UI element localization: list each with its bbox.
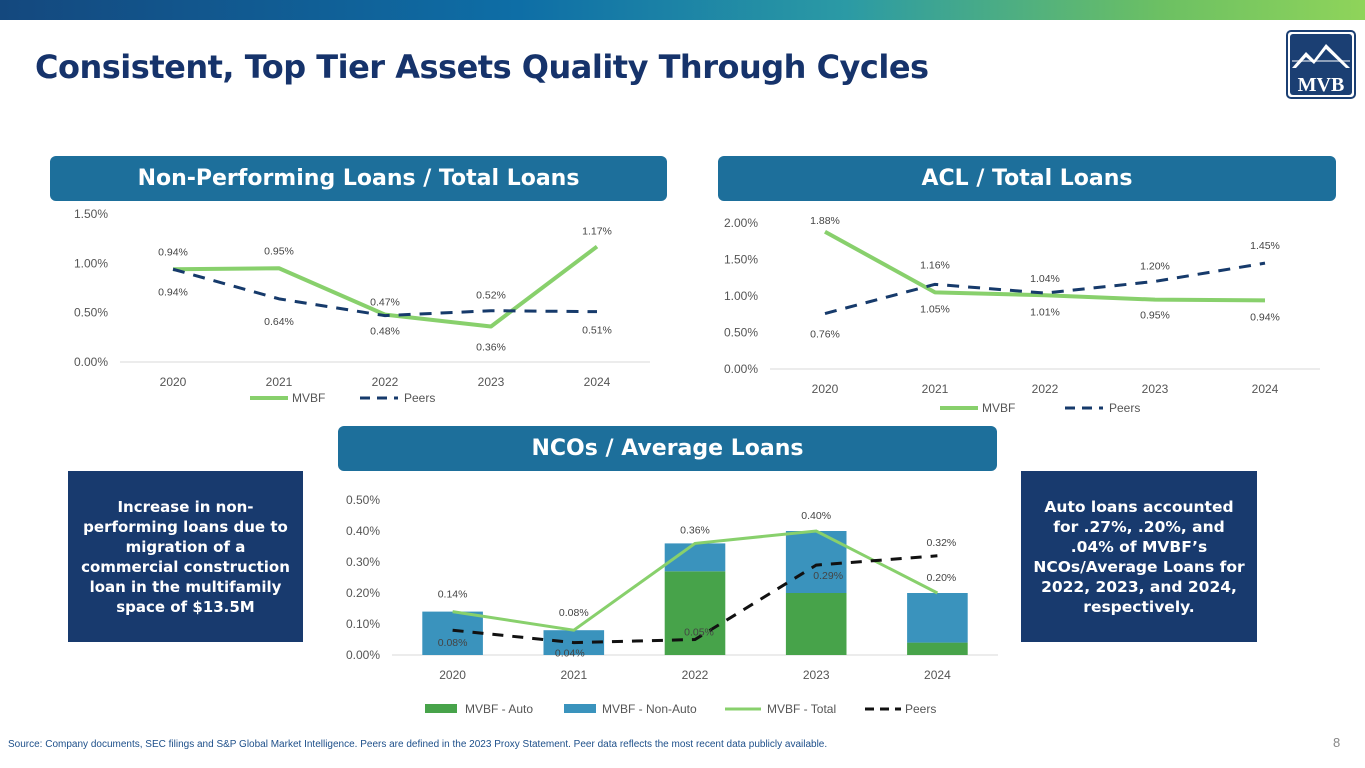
total-data-label: 0.08% [559,607,589,619]
nco-header: NCOs / Average Loans [338,426,997,471]
bar-auto [907,642,968,655]
total-data-label: 0.20% [927,572,957,584]
legend-mvbf-label: MVBF [292,391,325,405]
top-gradient-bar [0,0,1365,20]
x-tick-label: 2023 [803,668,830,682]
peers-data-label: 0.76% [810,329,840,341]
legend-non-auto-label: MVBF - Non-Auto [602,702,697,716]
mvbf-data-label: 0.48% [370,326,400,338]
mvbf-data-label: 0.95% [1140,310,1170,322]
y-tick-label: 0.00% [346,648,380,662]
mvb-logo: MVB [1286,30,1356,99]
y-tick-label: 0.20% [346,586,380,600]
y-tick-label: 0.50% [74,306,108,320]
peers-data-label: 0.29% [813,570,843,582]
npl-chart: 0.00% 0.50% 1.00% 1.50% 2020 2021 2022 2023 2024… [74,207,650,405]
legend-total-label: MVBF - Total [767,702,836,716]
source-note: Source: Company documents, SEC filings a… [8,739,828,750]
legend-auto-swatch [425,704,457,713]
y-tick-label: 0.50% [346,493,380,507]
bar-auto [664,571,726,655]
page-title: Consistent, Top Tier Assets Quality Thro… [35,48,929,86]
x-tick-label: 2020 [439,668,466,682]
nco-chart: 0.00% 0.10% 0.20% 0.30% 0.40% 0.50% 2020 2021 20… [346,493,998,716]
legend-mvbf-label: MVBF [982,401,1015,415]
mvbf-data-label: 0.94% [1250,311,1280,323]
x-tick-label: 2022 [1032,382,1059,396]
peers-data-label: 0.47% [370,297,400,309]
y-tick-label: 1.50% [74,207,108,221]
callout-left: Increase in non-performing loans due to … [68,471,303,642]
total-data-label: 0.14% [438,589,468,601]
logo-text: MVB [1298,74,1345,96]
mvbf-line [824,230,1266,303]
peers-line [452,554,938,645]
x-tick-label: 2021 [922,382,949,396]
peers-data-label: 0.51% [582,325,612,337]
mvbf-data-label: 0.95% [264,245,294,257]
y-tick-label: 0.30% [346,555,380,569]
peers-data-label: 1.20% [1140,260,1170,272]
peers-data-label: 0.08% [438,637,468,649]
peers-data-label: 0.94% [158,286,188,298]
acl-header: ACL / Total Loans [718,156,1336,201]
mvbf-data-label: 1.01% [1030,306,1060,318]
x-tick-label: 2024 [1252,382,1279,396]
x-tick-label: 2021 [560,668,587,682]
y-tick-label: 0.00% [74,355,108,369]
x-tick-label: 2023 [1142,382,1169,396]
npl-header: Non-Performing Loans / Total Loans [50,156,667,201]
peers-data-label: 0.32% [927,537,957,549]
x-tick-label: 2023 [478,375,505,389]
peers-data-label: 0.04% [555,648,585,660]
peers-line [172,267,598,318]
legend-auto-label: MVBF - Auto [465,702,533,716]
peers-data-label: 0.52% [476,290,506,302]
peers-data-label: 1.45% [1250,240,1280,252]
x-tick-label: 2024 [924,668,951,682]
y-tick-label: 1.00% [724,289,758,303]
x-tick-label: 2021 [266,375,293,389]
x-tick-label: 2020 [812,382,839,396]
y-tick-label: 0.00% [724,362,758,376]
mvbf-data-label: 0.36% [476,341,506,353]
x-tick-label: 2022 [372,375,399,389]
acl-chart: 0.00% 0.50% 1.00% 1.50% 2.00% 2020 2021 2022 202… [724,215,1320,415]
mvbf-data-label: 1.88% [810,215,840,227]
legend-non-auto-swatch [564,704,596,713]
peers-data-label: 1.16% [920,259,950,271]
total-data-label: 0.36% [680,524,710,536]
peers-data-label: 0.05% [684,627,714,639]
y-tick-label: 0.10% [346,617,380,631]
y-tick-label: 0.50% [724,326,758,340]
peers-data-label: 1.04% [1030,273,1060,285]
legend-peers-label: Peers [905,702,936,716]
bar-non-auto [907,593,968,643]
bar-auto [785,593,847,655]
x-tick-label: 2020 [160,375,187,389]
mvbf-data-label: 1.05% [920,303,950,315]
x-tick-label: 2024 [584,375,611,389]
legend-peers-label: Peers [1109,401,1140,415]
page-number: 8 [1333,735,1341,750]
peers-data-label: 0.64% [264,316,294,328]
y-tick-label: 0.40% [346,524,380,538]
y-tick-label: 1.00% [74,256,108,270]
mvbf-total-line [452,529,939,632]
callout-right: Auto loans accounted for .27%, .20%, and… [1021,471,1257,642]
legend-peers-label: Peers [404,391,435,405]
x-tick-label: 2022 [682,668,709,682]
total-data-label: 0.40% [801,510,831,522]
mvbf-data-label: 1.17% [582,226,612,238]
y-tick-label: 1.50% [724,253,758,267]
y-tick-label: 2.00% [724,216,758,230]
mvbf-data-label: 0.94% [158,246,188,258]
